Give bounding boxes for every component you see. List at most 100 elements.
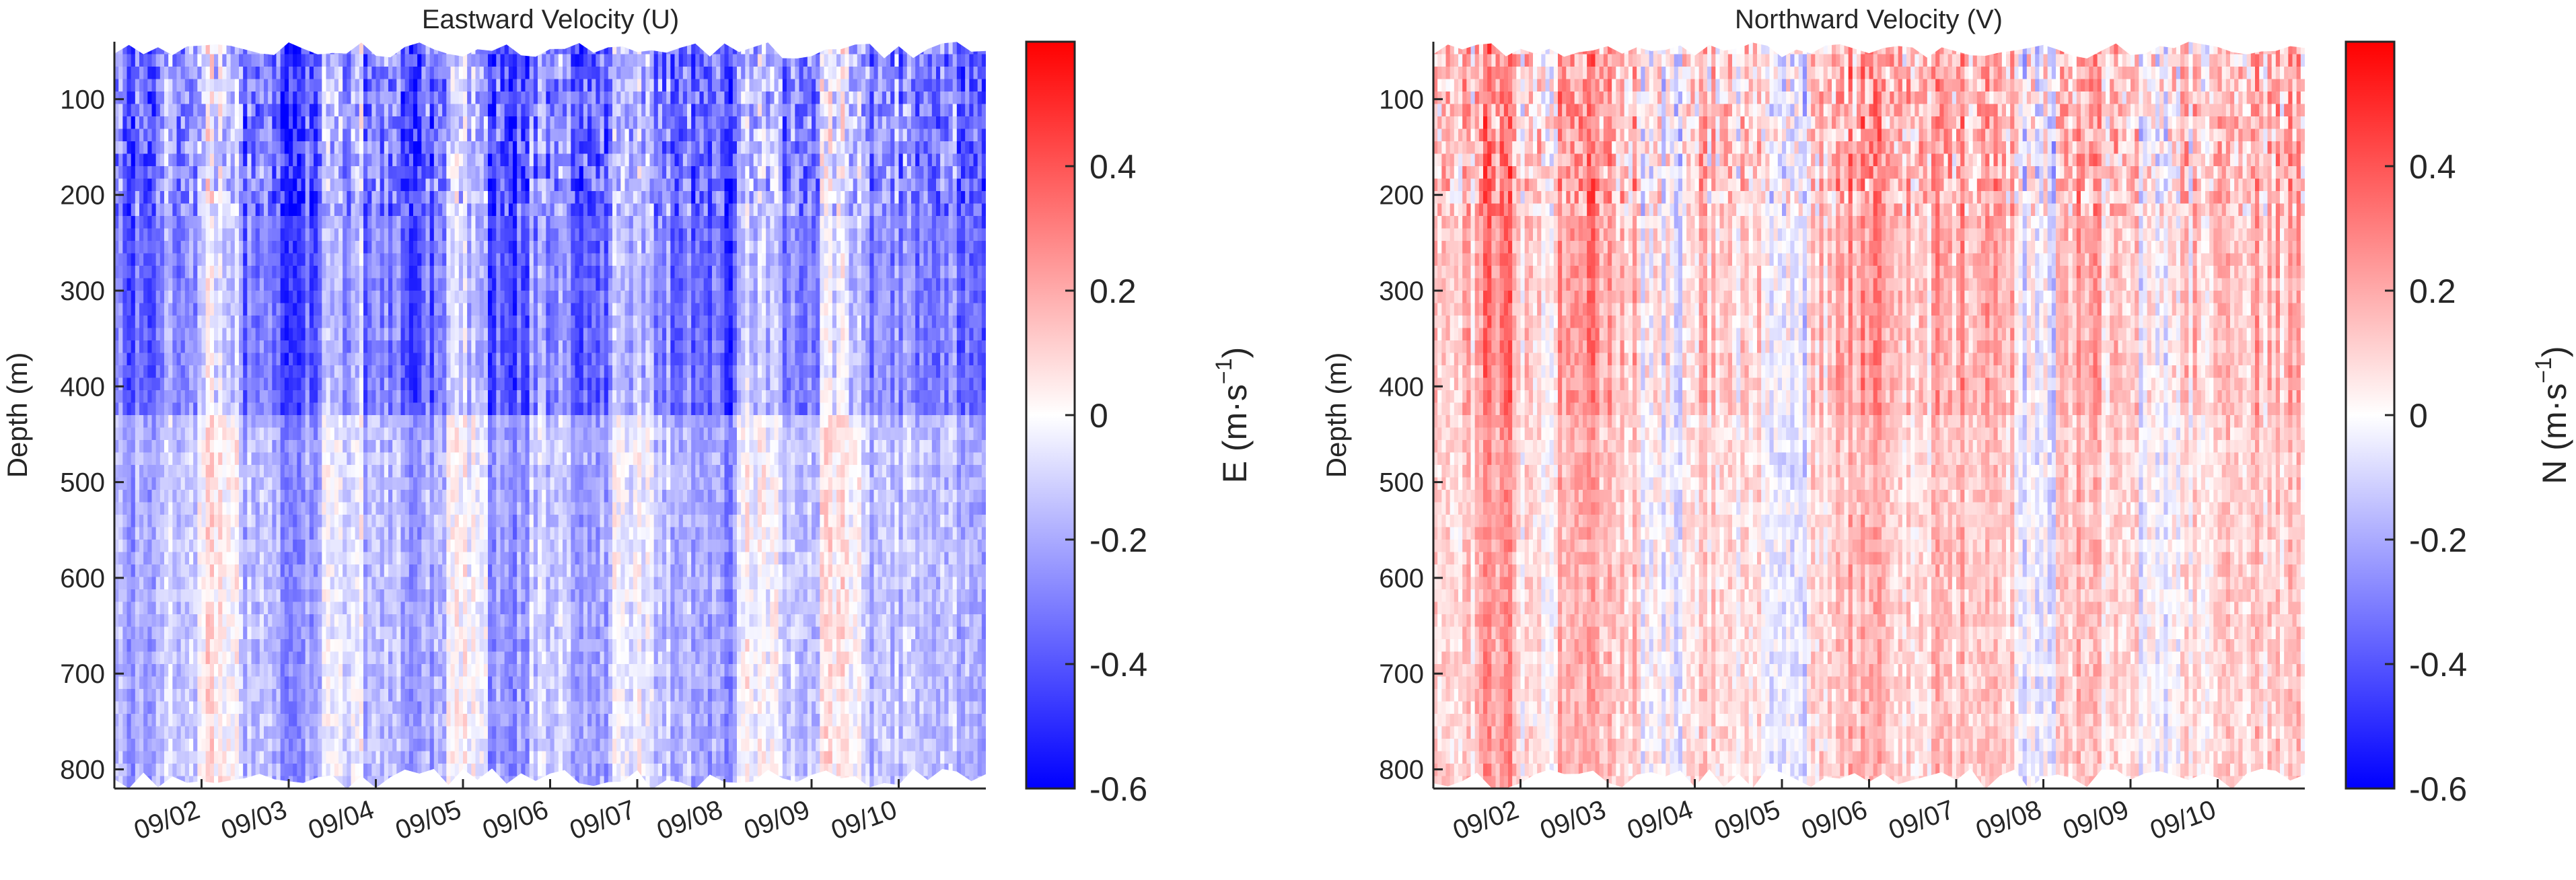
heatmap-cell [206,254,211,266]
heatmap-cell [202,42,207,54]
heatmap-cell [363,403,368,416]
heatmap-cell [380,702,385,714]
heatmap-cell [218,316,223,328]
heatmap-cell [139,714,144,727]
heatmap-cell [330,266,335,279]
heatmap-cell [421,577,426,590]
heatmap-cell [384,415,389,428]
heatmap-cell [310,540,314,552]
heatmap-cell [139,639,144,652]
heatmap-cell [268,154,273,167]
heatmap-cell [351,540,356,552]
heatmap-cell [293,279,297,291]
heatmap-cell [193,340,198,353]
heatmap-cell [371,241,376,254]
heatmap-cell [396,353,401,366]
heatmap-cell [388,279,393,291]
heatmap-cell [218,577,223,590]
heatmap-cell [322,328,326,341]
heatmap-cell [168,714,173,727]
heatmap-cell [272,552,277,565]
heatmap-cell [143,216,148,229]
heatmap-cell [281,141,285,154]
heatmap-cell [446,739,451,751]
heatmap-cell [376,67,381,79]
heatmap-cell [168,390,173,403]
heatmap-cell [168,764,173,776]
heatmap-cell [326,241,331,254]
heatmap-cell [343,589,347,602]
heatmap-cell [318,191,322,204]
heatmap-cell [168,67,173,79]
heatmap-cell [380,739,385,751]
heatmap-cell [409,751,414,764]
heatmap-cell [189,677,194,690]
heatmap-cell [306,91,310,104]
heatmap-cell [131,478,136,490]
heatmap-cell [334,254,339,266]
heatmap-cell [446,279,451,291]
heatmap-cell [301,440,306,453]
heatmap-cell [210,415,215,428]
heatmap-cell [214,378,219,391]
heatmap-cell [384,689,389,702]
heatmap-cell [156,515,161,527]
heatmap-cell [231,428,236,441]
heatmap-cell [384,751,389,764]
heatmap-cell [438,104,443,117]
heatmap-cell [222,714,227,727]
heatmap-cell [260,67,264,79]
heatmap-cell [301,677,306,690]
heatmap-cell [455,79,460,92]
heatmap-cell [177,79,182,92]
heatmap-cell [306,79,310,92]
heatmap-cell [243,166,248,179]
heatmap-cell [222,91,227,104]
heatmap-cell [131,727,136,739]
heatmap-cell [222,589,227,602]
heatmap-cell [455,602,460,615]
heatmap-cell [363,515,368,527]
heatmap-cell [252,79,256,92]
heatmap-cell [367,440,372,453]
heatmap-cell [371,390,376,403]
heatmap-cell [347,129,351,142]
heatmap-cell [168,104,173,117]
heatmap-cell [371,415,376,428]
heatmap-cell [380,465,385,478]
heatmap-cell [231,328,236,341]
heatmap-cell [264,465,269,478]
heatmap-cell [401,727,406,739]
heatmap-cell [293,166,297,179]
heatmap-cell [197,141,202,154]
heatmap-cell [363,229,368,242]
heatmap-cell [172,453,177,466]
heatmap-cell [247,689,252,702]
heatmap-cell [405,515,410,527]
heatmap-cell [351,254,356,266]
heatmap-cell [139,589,144,602]
heatmap-cell [380,378,385,391]
heatmap-cell [177,677,182,690]
heatmap-cell [177,204,182,217]
heatmap-cell [451,104,456,117]
heatmap-cell [264,104,269,117]
heatmap-cell [122,116,127,129]
heatmap-cell [359,191,364,204]
heatmap-cell [289,54,293,67]
heatmap-cell [185,378,190,391]
heatmap-cell [160,378,165,391]
heatmap-cell [388,478,393,490]
heatmap-cell [147,179,152,192]
heatmap-cell [193,564,198,577]
heatmap-cell [264,229,269,242]
heatmap-cell [239,390,244,403]
heatmap-cell [260,316,264,328]
heatmap-cell [310,689,314,702]
heatmap-cell [334,677,339,690]
heatmap-cell [277,403,281,416]
heatmap-cell [235,540,240,552]
heatmap-cell [367,54,372,67]
heatmap-cell [347,67,351,79]
